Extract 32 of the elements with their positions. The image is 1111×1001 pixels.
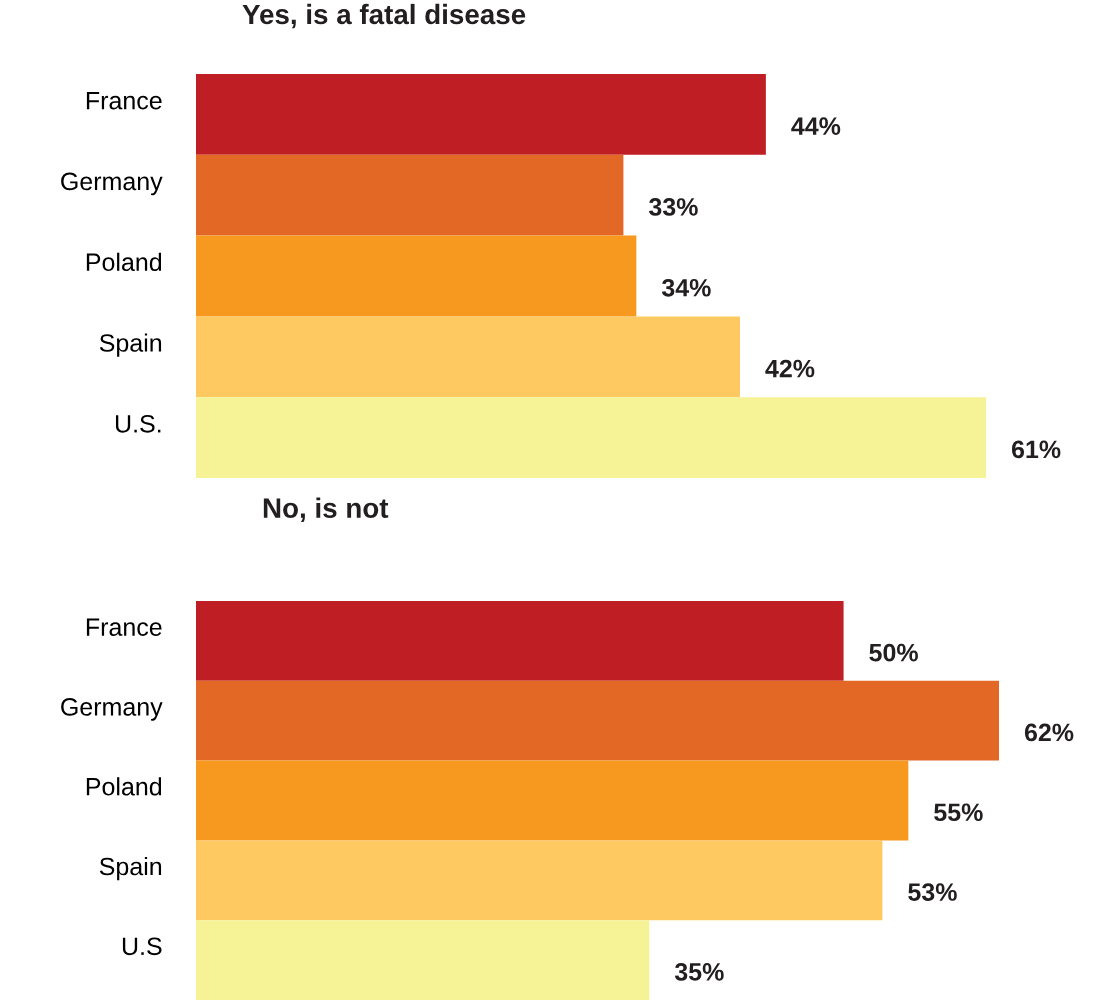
y-tick-label: Spain (99, 333, 162, 357)
data-label: 33% (648, 198, 698, 216)
data-label: 44% (791, 117, 841, 135)
y-tick-label: Poland (86, 252, 162, 272)
data-label: 55% (934, 803, 983, 822)
y-tick-label: Poland (86, 777, 162, 796)
data-label: 34% (661, 278, 711, 297)
data-label: 42% (765, 359, 815, 378)
data-label: 61% (1011, 440, 1061, 459)
data-label: 62% (1024, 723, 1074, 742)
y-tick-label: France (86, 92, 162, 110)
y-tick-label: France (86, 618, 162, 636)
bar (196, 316, 740, 398)
bar (196, 680, 999, 761)
y-tick-label: Spain (99, 857, 162, 881)
data-label: 50% (869, 643, 918, 662)
data-label: 53% (908, 883, 957, 901)
bar (196, 397, 987, 478)
y-tick-label: U.S (122, 937, 162, 956)
y-tick-label: Germany (61, 172, 163, 196)
y-tick-label: U.S. (115, 414, 161, 433)
bar (196, 235, 637, 317)
bar (196, 760, 909, 841)
chart-title: Yes, is a fatal disease (242, 3, 526, 29)
y-tick-label: Germany (61, 698, 163, 721)
bar (196, 74, 766, 155)
bar (196, 601, 844, 681)
bar (196, 154, 624, 236)
chart-title: No, is not (263, 497, 389, 522)
bar (196, 920, 650, 1000)
data-label: 35% (674, 963, 724, 981)
bar (196, 840, 883, 921)
